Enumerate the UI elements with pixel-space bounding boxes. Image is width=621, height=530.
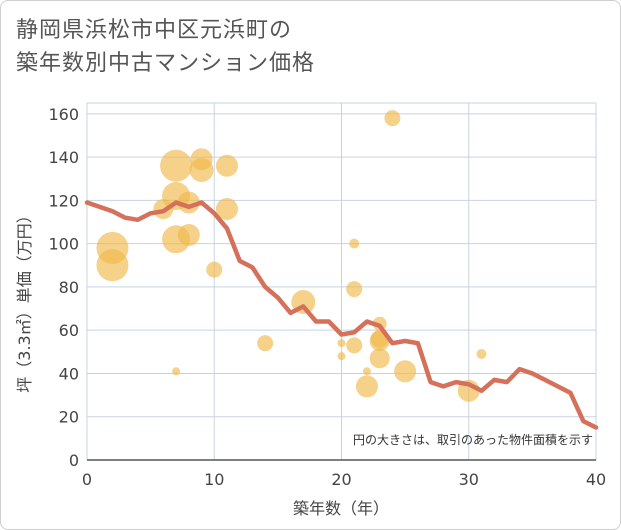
bubble-point bbox=[189, 158, 214, 183]
chart-title-line1: 静岡県浜松市中区元浜町の bbox=[16, 18, 293, 43]
size-note: 円の大きさは、取引のあった物件面積を示す bbox=[353, 432, 593, 447]
bubble-point bbox=[257, 335, 274, 352]
bubble-point bbox=[346, 337, 363, 354]
y-tick-label: 40 bbox=[59, 364, 79, 383]
y-tick-label: 0 bbox=[69, 451, 79, 470]
x-tick-label: 0 bbox=[82, 470, 92, 489]
bubble-point bbox=[337, 339, 346, 348]
trend-line bbox=[84, 200, 599, 430]
bubble-point bbox=[349, 238, 360, 249]
bubble-point bbox=[215, 198, 238, 221]
y-tick-label: 160 bbox=[48, 105, 79, 124]
y-tick-label: 120 bbox=[48, 191, 79, 210]
bubble-point bbox=[394, 360, 417, 383]
axes: 0 10 20 30 40 0 20 40 60 80 100 120 140 160 bbox=[48, 105, 606, 489]
bubble-point bbox=[96, 249, 129, 282]
bubble-point bbox=[476, 348, 487, 359]
x-tick-label: 40 bbox=[586, 470, 606, 489]
bubble-point bbox=[206, 261, 223, 278]
x-tick-label: 30 bbox=[459, 470, 479, 489]
x-tick-label: 10 bbox=[204, 470, 224, 489]
y-tick-label: 140 bbox=[48, 148, 79, 167]
bubble-point bbox=[369, 348, 390, 369]
chart-title: 静岡県浜松市中区元浜町の 築年数別中古マンション価格 bbox=[16, 14, 315, 80]
bubble-point bbox=[177, 223, 200, 246]
bubble-point bbox=[177, 191, 200, 214]
bubble-point bbox=[362, 367, 371, 376]
y-tick-label: 100 bbox=[48, 235, 79, 254]
y-tick-label: 80 bbox=[59, 278, 79, 297]
trend-series bbox=[84, 200, 599, 430]
bubble-series bbox=[96, 110, 487, 402]
y-tick-label: 60 bbox=[59, 321, 79, 340]
grid-lines bbox=[86, 102, 597, 461]
x-tick-label: 20 bbox=[331, 470, 351, 489]
bubble-point bbox=[172, 367, 181, 376]
bubble-point bbox=[346, 281, 363, 298]
x-axis-label: 築年数（年） bbox=[293, 499, 389, 518]
y-tick-label: 20 bbox=[59, 408, 79, 427]
y-axis-label: 坪（3.3㎡）単価（万円） bbox=[15, 207, 34, 392]
bubble-point bbox=[355, 375, 378, 398]
chart-title-line2: 築年数別中古マンション価格 bbox=[16, 51, 316, 76]
bubble-point bbox=[215, 154, 238, 177]
bubble-point bbox=[384, 110, 401, 127]
bubble-point bbox=[160, 149, 193, 182]
bubble-point bbox=[337, 352, 346, 361]
